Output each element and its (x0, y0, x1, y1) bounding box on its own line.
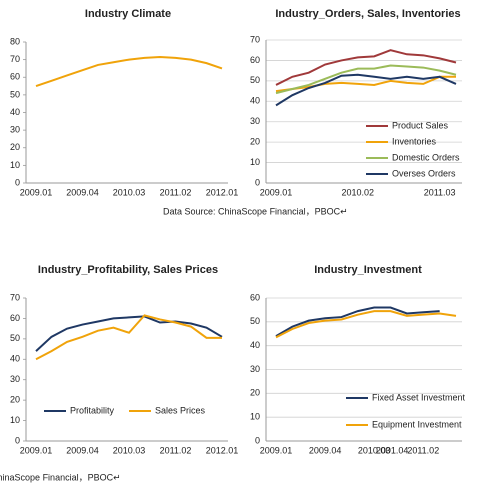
series-line (35, 55, 223, 88)
y-tick-label: 50 (250, 316, 260, 326)
series-line (35, 314, 222, 361)
x-tick-label: 2009.01 (260, 445, 293, 455)
y-tick-label: 0 (15, 177, 20, 187)
x-tick-label: 2012.01 (206, 445, 239, 455)
y-tick-label: 70 (10, 292, 20, 302)
y-tick-label: 20 (10, 395, 20, 405)
y-tick-label: 10 (10, 160, 20, 170)
annotation: 2001.04 (376, 445, 409, 455)
y-tick-label: 30 (250, 116, 260, 126)
series-line (275, 49, 457, 86)
series-line (275, 73, 457, 107)
y-tick-label: 60 (10, 72, 20, 82)
x-tick-label: 2011.02 (160, 445, 192, 455)
chart-title: Industry_Orders, Sales, Inventories (275, 8, 460, 20)
series-line (35, 315, 223, 352)
legend-label: Product Sales (392, 120, 449, 130)
y-tick-label: 10 (250, 412, 260, 422)
x-tick-label: 2010.02 (342, 187, 375, 197)
series-line (275, 306, 440, 337)
x-tick-label: 2009.04 (66, 187, 99, 197)
y-tick-label: 30 (10, 374, 20, 384)
series-line (275, 75, 456, 93)
x-tick-label: 2009.01 (260, 187, 293, 197)
x-tick-label: 2009.04 (66, 445, 99, 455)
legend-label: Profitability (70, 405, 115, 415)
x-tick-label: 2010.03 (113, 187, 146, 197)
x-tick-label: 2011.02 (160, 187, 192, 197)
y-tick-label: 20 (250, 137, 260, 147)
y-tick-label: 60 (250, 55, 260, 65)
source-note: Data Source: ChinaScope Financial，PBOC↵ (0, 472, 121, 482)
y-tick-label: 20 (10, 142, 20, 152)
legend-label: Sales Prices (155, 405, 206, 415)
y-tick-label: 40 (10, 354, 20, 364)
y-tick-label: 70 (10, 54, 20, 64)
y-tick-label: 50 (10, 333, 20, 343)
x-tick-label: 2009.01 (20, 187, 53, 197)
x-tick-label: 2009.01 (20, 445, 53, 455)
legend-label: Inventories (392, 136, 437, 146)
y-tick-label: 40 (250, 340, 260, 350)
y-tick-label: 10 (10, 415, 20, 425)
y-tick-label: 0 (15, 435, 20, 445)
series-line (275, 64, 457, 95)
y-tick-label: 0 (255, 177, 260, 187)
x-tick-label: 2009.04 (309, 445, 342, 455)
y-tick-label: 60 (250, 292, 260, 302)
x-tick-label: 2010.03 (358, 445, 391, 455)
y-tick-label: 60 (10, 313, 20, 323)
y-tick-label: 30 (10, 125, 20, 135)
legend-label: Equipment Investment (372, 419, 462, 429)
chart-title: Industry_Investment (314, 264, 422, 276)
y-tick-label: 40 (10, 107, 20, 117)
chart-title: Industry_Profitability, Sales Prices (38, 264, 218, 276)
y-tick-label: 50 (10, 89, 20, 99)
legend-label: Overses Orders (392, 168, 456, 178)
series-line (275, 310, 457, 339)
y-tick-label: 20 (250, 388, 260, 398)
y-tick-label: 30 (250, 364, 260, 374)
legend-label: Fixed Asset Investment (372, 392, 466, 402)
x-tick-label: 2011.03 (424, 187, 456, 197)
y-tick-label: 0 (255, 435, 260, 445)
y-tick-label: 80 (10, 36, 20, 46)
legend-label: Domestic Orders (392, 152, 460, 162)
y-tick-label: 70 (250, 34, 260, 44)
y-tick-label: 50 (250, 75, 260, 85)
chart-title: Industry Climate (85, 8, 171, 20)
source-note: Data Source: ChinaScope Financial，PBOC↵ (163, 206, 348, 216)
y-tick-label: 10 (250, 157, 260, 167)
x-tick-label: 2012.01 (206, 187, 239, 197)
x-tick-label: 2011.02 (407, 445, 439, 455)
x-tick-label: 2010.03 (113, 445, 146, 455)
y-tick-label: 40 (250, 96, 260, 106)
